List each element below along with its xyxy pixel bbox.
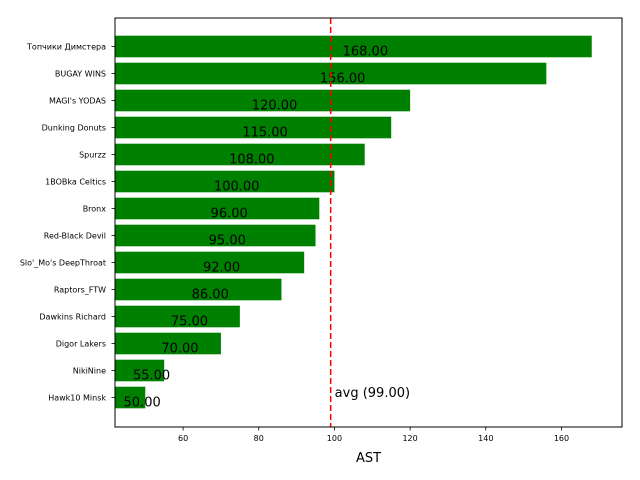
x-tick-label: 160 [554,434,569,443]
x-axis-title: AST [356,451,381,466]
value-label: 55.00 [133,369,170,384]
bar [115,197,320,220]
x-tick-label: 140 [478,434,493,443]
value-label: 96.00 [211,207,248,222]
value-label: 115.00 [242,126,288,141]
value-label: 50.00 [124,396,161,411]
bar [115,359,165,382]
plot-frame [114,17,623,428]
category-label: NikiNine [73,367,106,376]
bar [115,305,240,328]
x-ticks: 60 80 100 120 140 160 [178,427,569,443]
category-label: Digor Lakers [56,340,106,349]
category-label: Red-Black Devil [44,232,106,241]
category-label: Bronx [83,205,107,214]
x-tick-label: 80 [254,434,264,443]
value-label: 92.00 [203,261,240,276]
bar [115,278,282,301]
bar [115,143,365,166]
bar [115,386,146,409]
category-label: Топчики Димстера [26,43,106,52]
value-label: 70.00 [161,342,198,357]
value-label: 156.00 [320,72,366,87]
category-label: Spurzz [79,151,106,160]
bar [115,251,305,274]
x-tick-label: 100 [327,434,342,443]
value-label: 75.00 [171,315,208,330]
x-tick-label: 120 [402,434,417,443]
category-label: BUGAY WINS [55,70,106,79]
bars-group [115,35,592,409]
bar [115,116,392,139]
bar [115,224,316,247]
category-label: MAGI's YODAS [49,97,106,106]
category-label: Raptors_FTW [54,286,106,295]
value-label: 95.00 [209,234,246,249]
category-label: Slo'_Mo's DeepThroat [20,259,106,268]
category-label: 1BOBka Celtics [45,178,106,187]
category-labels: Hawk10 Minsk NikiNine Digor Lakers Dawkins … [20,43,115,403]
value-label: 100.00 [214,180,260,195]
bar [115,332,221,355]
value-label: 86.00 [192,288,229,303]
bar [115,89,411,112]
bar [115,35,592,58]
category-label: Hawk10 Minsk [48,394,106,403]
x-tick-label: 60 [178,434,188,443]
bar [115,170,335,193]
category-label: Dunking Donuts [42,124,106,133]
value-label: 120.00 [252,99,298,114]
value-label: 108.00 [229,153,275,168]
value-labels: 50.00 55.00 70.00 75.00 86.00 92.00 95.00 96.00… [124,45,389,411]
average-label: avg (99.00) [335,386,410,401]
category-label: Dawkins Richard [39,313,106,322]
value-label: 168.00 [343,45,389,60]
